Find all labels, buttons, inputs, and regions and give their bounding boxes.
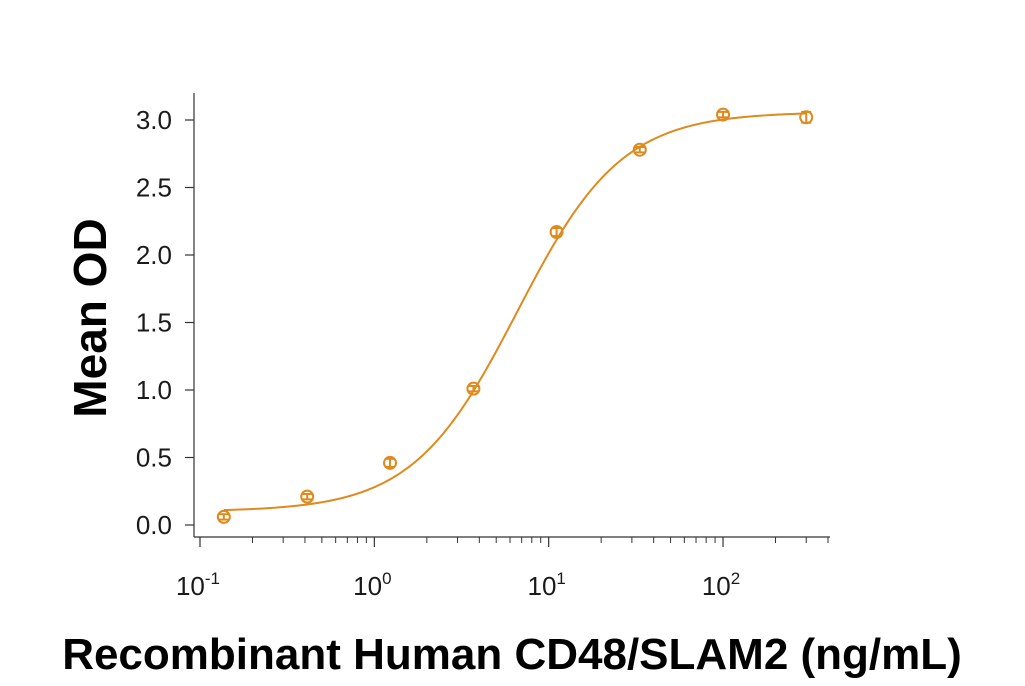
marker [549,225,564,240]
y-tick-label: 0.0 [136,510,172,540]
x-tick-label: 101 [527,569,565,601]
data-point [716,107,731,122]
marker [716,107,731,122]
data-point [549,225,564,240]
data-point [466,381,481,396]
y-tick-label: 1.5 [136,308,172,338]
data-point [300,489,315,504]
data-point [216,509,231,524]
fit-curve-layer [223,112,807,512]
x-axis-title: Recombinant Human CD48/SLAM2 (ng/mL) [62,630,962,679]
x-tick-label: 10-1 [176,569,220,601]
y-tick-label: 2.0 [136,240,172,270]
marker [466,381,481,396]
data-point [383,455,398,470]
marker [300,489,315,504]
marker [383,455,398,470]
fit-curve [223,112,807,512]
data-point [799,110,814,125]
marker [632,142,647,157]
x-tick-label: 100 [353,569,391,601]
data-points [216,107,814,524]
data-point [632,142,647,157]
axes [193,93,830,538]
y-tick-label: 0.5 [136,443,172,473]
y-tick-label: 2.5 [136,173,172,203]
x-tick-label: 102 [702,569,740,601]
ticks: 0.0 0.5 1.0 1.5 2.0 2.5 3.0 10-1 100 101 102 [136,105,829,601]
y-axis-title: Mean OD [64,218,116,417]
marker [799,110,814,125]
y-tick-label: 1.0 [136,375,172,405]
y-tick-label: 3.0 [136,105,172,135]
marker [216,509,231,524]
